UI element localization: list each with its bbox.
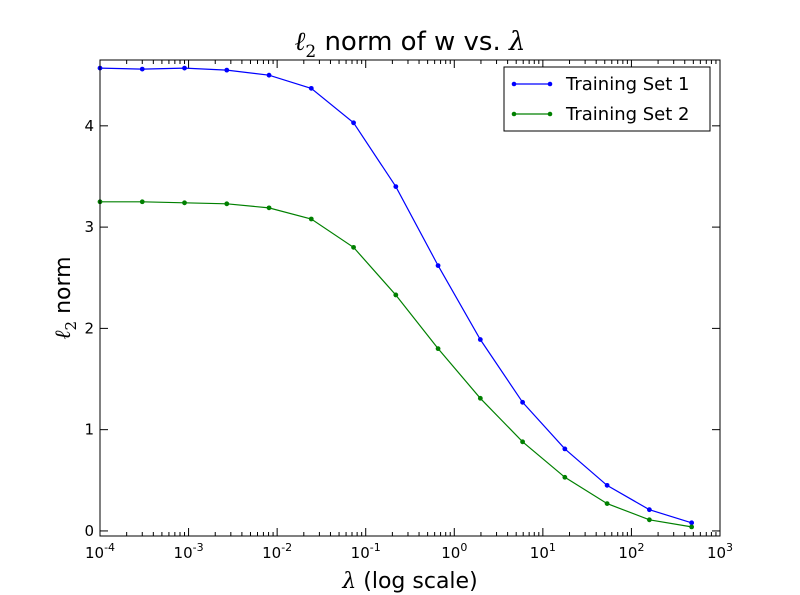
data-point bbox=[308, 85, 314, 91]
title-ell: ℓ bbox=[295, 27, 306, 57]
axis-ticks: 10-4 10-3 10-2 10-1 100 101 102 103 0 1 2 3 4 bbox=[84, 60, 733, 562]
data-point bbox=[351, 120, 356, 126]
data-point bbox=[182, 200, 187, 206]
data-point bbox=[139, 199, 145, 205]
data-point bbox=[393, 184, 399, 189]
data-point bbox=[308, 216, 314, 222]
data-point bbox=[435, 346, 441, 352]
legend-marker-2b bbox=[547, 111, 553, 117]
xlabel-lambda: λ bbox=[341, 569, 356, 594]
title-subscript: 2 bbox=[305, 42, 316, 62]
data-point bbox=[520, 399, 525, 405]
ylabel-text: norm bbox=[51, 256, 76, 321]
legend-entry-2: Training Set 2 bbox=[511, 104, 689, 125]
legend-entry-1: Training Set 1 bbox=[511, 74, 689, 95]
y-tick-label: 1 bbox=[84, 421, 94, 439]
x-tick-label: 10-1 bbox=[351, 541, 381, 562]
data-point bbox=[604, 501, 610, 506]
legend: Training Set 1 Training Set 2 bbox=[503, 66, 711, 132]
data-point bbox=[646, 507, 652, 513]
data-point bbox=[139, 66, 145, 72]
chart-title: ℓ2 norm of w vs. λ bbox=[295, 27, 526, 62]
legend-label-2: Training Set 2 bbox=[565, 104, 689, 125]
x-tick-label: 100 bbox=[441, 541, 467, 562]
data-point bbox=[689, 520, 695, 526]
y-tick-label: 3 bbox=[84, 218, 94, 236]
x-axis-label: λ (log scale) bbox=[341, 569, 477, 594]
x-tick-label: 101 bbox=[530, 541, 556, 562]
data-point bbox=[520, 439, 525, 445]
y-axis-label: ℓ2 norm bbox=[51, 256, 80, 339]
data-point bbox=[604, 482, 610, 488]
series-2 bbox=[97, 199, 695, 530]
data-point bbox=[477, 395, 483, 401]
data-point bbox=[435, 263, 441, 268]
series-1 bbox=[97, 65, 695, 526]
y-tick-label: 4 bbox=[84, 117, 94, 135]
plot-area-frame bbox=[99, 59, 721, 537]
series-layer bbox=[97, 65, 695, 530]
x-tick-label: 10-3 bbox=[174, 541, 204, 562]
data-point bbox=[477, 337, 483, 342]
data-point bbox=[182, 65, 187, 71]
x-tick-label: 103 bbox=[707, 541, 733, 562]
y-tick-label: 0 bbox=[84, 522, 94, 540]
data-point bbox=[646, 517, 652, 523]
legend-marker-1b bbox=[547, 81, 553, 87]
data-point bbox=[266, 72, 272, 78]
data-point bbox=[393, 292, 399, 298]
x-tick-label: 102 bbox=[618, 541, 644, 562]
data-point bbox=[266, 205, 272, 211]
ylabel-subscript: 2 bbox=[62, 321, 80, 331]
x-tick-label: 10-2 bbox=[262, 541, 292, 562]
legend-marker-2a bbox=[511, 111, 517, 117]
data-point bbox=[351, 244, 356, 250]
xlabel-text: (log scale) bbox=[356, 569, 477, 594]
data-point bbox=[562, 474, 568, 480]
legend-box bbox=[503, 66, 711, 132]
data-point bbox=[562, 446, 568, 452]
x-tick-label: 10-4 bbox=[85, 541, 115, 562]
title-text: norm of w vs. bbox=[316, 27, 509, 57]
legend-label-1: Training Set 1 bbox=[565, 74, 689, 95]
title-lambda: λ bbox=[508, 27, 525, 57]
series-line bbox=[100, 201, 692, 528]
data-point bbox=[224, 67, 230, 73]
data-point bbox=[689, 524, 695, 530]
y-tick-label: 2 bbox=[84, 319, 94, 337]
legend-marker-1a bbox=[511, 81, 517, 87]
data-point bbox=[224, 201, 230, 207]
ylabel-ell: ℓ bbox=[51, 330, 76, 340]
